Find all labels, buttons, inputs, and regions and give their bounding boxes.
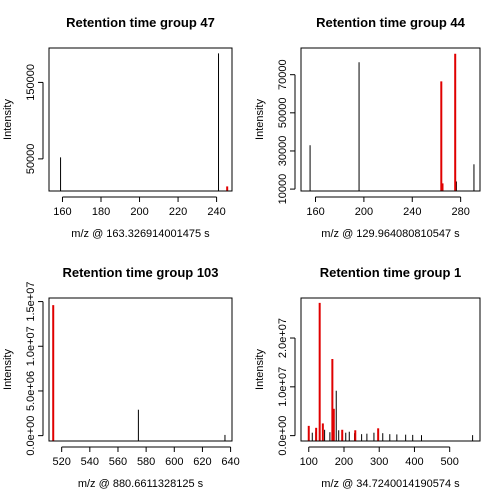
y-tick-label: 1.5e+07	[25, 282, 37, 322]
x-tick-label: 640	[221, 456, 239, 468]
chart-title: Retention time group 44	[316, 15, 466, 30]
x-tick-label: 300	[370, 456, 388, 468]
chart-panel-4: Retention time group 1 m/z @ 34.724001419…	[254, 265, 480, 490]
y-tick-label: 1.0e+07	[277, 367, 289, 407]
x-tick-label: 200	[130, 206, 148, 218]
x-axis-label: m/z @ 880.6611328125 s	[78, 478, 204, 490]
x-tick-label: 540	[81, 456, 99, 468]
plot-frame	[301, 298, 480, 441]
x-tick-label: 200	[335, 456, 353, 468]
x-tick-label: 400	[405, 456, 423, 468]
y-tick-label: 0.0e+00	[25, 416, 37, 456]
y-tick-label: 10000	[277, 174, 289, 205]
y-tick-label: 70000	[277, 59, 289, 90]
chart-title: Retention time group 47	[66, 15, 215, 30]
chart-panel-3: Retention time group 103 m/z @ 880.661132…	[2, 265, 240, 490]
y-tick-label: 50000	[277, 98, 289, 129]
x-tick-label: 280	[451, 206, 469, 218]
y-tick-label: 50000	[25, 144, 37, 175]
x-tick-label: 220	[169, 206, 187, 218]
x-axis-label: m/z @ 34.7240014190574 s	[321, 478, 460, 490]
y-tick-label: 1.0e+07	[25, 326, 37, 366]
y-axis-label: Intensity	[2, 99, 14, 140]
y-axis-label: Intensity	[254, 99, 266, 140]
y-axis-label: Intensity	[254, 349, 266, 390]
y-tick-label: 5.0e+06	[25, 371, 37, 411]
plot-frame	[49, 48, 232, 191]
y-axis-label: Intensity	[2, 349, 14, 390]
x-tick-label: 240	[403, 206, 421, 218]
x-tick-label: 100	[300, 456, 318, 468]
plot-frame	[301, 48, 480, 191]
y-tick-label: 150000	[25, 64, 37, 101]
chart-title: Retention time group 1	[320, 265, 462, 280]
x-tick-label: 500	[441, 456, 459, 468]
y-tick-label: 30000	[277, 136, 289, 167]
x-axis-label: m/z @ 129.964080810547 s	[321, 228, 460, 240]
x-tick-label: 240	[207, 206, 225, 218]
y-tick-label: 2.0e+07	[277, 318, 289, 358]
chart-title: Retention time group 103	[62, 265, 218, 280]
x-tick-label: 180	[92, 206, 110, 218]
x-tick-label: 580	[137, 456, 155, 468]
x-tick-label: 520	[52, 456, 70, 468]
x-tick-label: 600	[165, 456, 183, 468]
x-tick-label: 160	[306, 206, 324, 218]
x-tick-label: 160	[53, 206, 71, 218]
x-tick-label: 560	[109, 456, 127, 468]
x-tick-label: 620	[193, 456, 211, 468]
chart-panel-1: Retention time group 47 m/z @ 163.3269140…	[2, 15, 232, 240]
x-tick-label: 200	[355, 206, 373, 218]
plot-frame	[49, 298, 232, 441]
chart-panel-2: Retention time group 44 m/z @ 129.9640808…	[254, 15, 480, 240]
y-tick-label: 0.0e+00	[277, 416, 289, 456]
x-axis-label: m/z @ 163.326914001475 s	[71, 228, 210, 240]
